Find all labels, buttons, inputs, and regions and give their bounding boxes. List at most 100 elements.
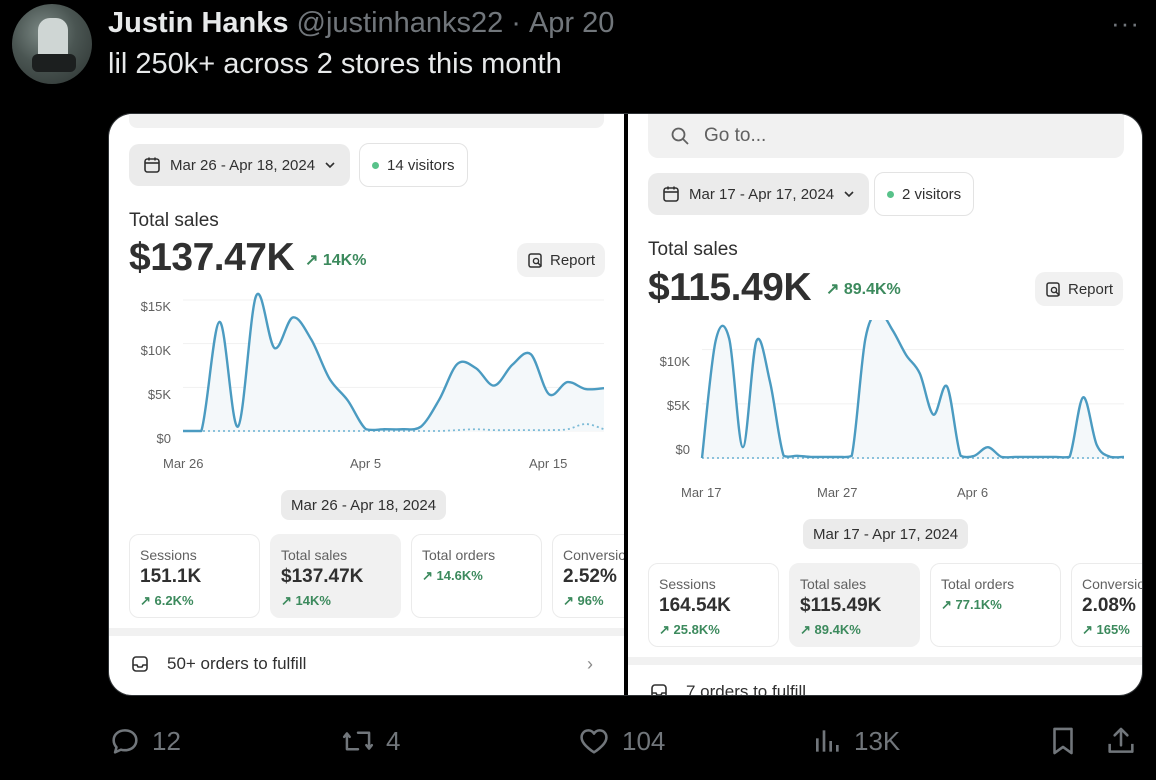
metric-card-sessions[interactable]: Sessions 151.1K ↗ 6.2K%: [129, 534, 260, 618]
repost-button[interactable]: 4: [340, 724, 400, 758]
bar-chart-icon: [816, 730, 839, 752]
metric-change: ↗ 14.6K%: [422, 568, 531, 584]
tweet-text: lil 250k+ across 2 stores this month: [108, 48, 562, 80]
store-panel-1: Mar 26 - Apr 18, 2024 14 visitors Total …: [109, 114, 624, 695]
report-button[interactable]: Report: [1035, 272, 1124, 306]
sales-line-chart[interactable]: [179, 290, 609, 450]
arrow-up-right-icon: ↗: [941, 597, 952, 612]
metric-change-value: 14.6K%: [436, 568, 483, 583]
bookmark-button[interactable]: [1046, 724, 1080, 758]
section-divider: [109, 628, 624, 636]
metric-card-conversion[interactable]: Conversion 2.08% ↗ 165%: [1071, 563, 1142, 647]
metric-change: ↗ 14K%: [281, 593, 390, 609]
arrow-up-right-icon: ↗: [659, 622, 670, 637]
like-count: 104: [622, 725, 666, 756]
y-tick: $5K: [147, 387, 171, 402]
date-range-label: Mar 26 - Apr 18, 2024: [170, 156, 316, 174]
repost-count: 4: [386, 725, 401, 756]
x-tick: Apr 5: [350, 456, 382, 471]
search-icon: [671, 127, 689, 145]
metric-change-value: 165%: [1096, 622, 1130, 637]
arrow-up-right-icon: ↗: [826, 281, 840, 298]
x-tick: Mar 27: [817, 485, 858, 500]
arrow-up-right-icon: ↗: [422, 568, 433, 583]
metric-change: ↗ 89.4K%: [800, 622, 909, 638]
metric-value: 2.52%: [563, 566, 617, 587]
metric-value: 164.54K: [659, 595, 731, 616]
date-range-label: Mar 17 - Apr 17, 2024: [689, 185, 835, 203]
share-button[interactable]: [1104, 724, 1138, 758]
calendar-icon: [663, 186, 679, 202]
views-button[interactable]: 13K: [812, 724, 900, 758]
total-sales-change: ↗ 14K%: [305, 250, 366, 270]
metric-card-conversion[interactable]: Conversion 2.52% ↗ 96%: [552, 534, 624, 618]
total-sales-value: $115.49K: [648, 266, 812, 309]
series-area: [702, 320, 1124, 458]
fulfill-label: 50+ orders to fulfill: [167, 654, 307, 673]
chevron-down-icon: [325, 162, 335, 169]
like-button[interactable]: 104: [576, 724, 665, 758]
orders-to-fulfill-row[interactable]: 7 orders to fulfill: [650, 682, 806, 695]
arrow-up-right-icon: ↗: [800, 622, 811, 637]
metric-value: 151.1K: [140, 566, 202, 587]
heart-icon: [580, 729, 608, 754]
metric-value: 2.08%: [1082, 595, 1136, 616]
reply-icon: [112, 729, 138, 754]
sales-series-line: [182, 292, 605, 433]
metric-change-value: 14K%: [295, 593, 331, 608]
report-icon: [528, 252, 543, 268]
chart-range-pill: Mar 26 - Apr 18, 2024: [281, 490, 447, 520]
date-range-button[interactable]: Mar 17 - Apr 17, 2024: [648, 173, 870, 215]
metric-label: Sessions: [659, 576, 716, 592]
search-input[interactable]: Go to...: [648, 114, 1124, 158]
metric-label: Conversion: [1082, 576, 1142, 592]
metric-change: ↗ 25.8K%: [659, 622, 768, 638]
date-range-button[interactable]: Mar 26 - Apr 18, 2024: [129, 144, 351, 186]
metric-change-value: 96%: [577, 593, 604, 608]
reply-count: 12: [152, 725, 181, 756]
arrow-up-right-icon: ↗: [563, 593, 574, 608]
tweet-media[interactable]: Mar 26 - Apr 18, 2024 14 visitors Total …: [108, 113, 1143, 696]
metric-card-total-sales[interactable]: Total sales $115.49K ↗ 89.4K%: [789, 563, 920, 647]
metric-change: ↗ 6.2K%: [140, 593, 249, 609]
metric-change-value: 77.1K%: [955, 597, 1002, 612]
metric-card-total-orders[interactable]: Total orders ↗ 77.1K%: [930, 563, 1061, 647]
orders-to-fulfill-row[interactable]: 50+ orders to fulfill: [131, 654, 306, 674]
x-tick: Apr 6: [957, 485, 989, 500]
y-tick: $0: [156, 431, 171, 446]
metric-card-total-orders[interactable]: Total orders ↗ 14.6K%: [411, 534, 542, 618]
metric-label: Total sales: [800, 576, 867, 592]
metric-change: ↗ 77.1K%: [941, 597, 1050, 613]
metric-value: $137.47K: [281, 566, 364, 587]
live-dot-icon: [887, 190, 894, 198]
avatar[interactable]: [12, 4, 92, 84]
arrow-up-right-icon: ↗: [140, 593, 151, 608]
chart-range-pill: Mar 17 - Apr 17, 2024: [803, 519, 969, 549]
author-name[interactable]: Justin Hanks: [108, 6, 289, 39]
report-button[interactable]: Report: [517, 243, 606, 277]
metric-label: Conversion: [563, 547, 624, 563]
separator: ·: [511, 6, 521, 39]
search-placeholder: Go to...: [704, 125, 767, 146]
arrow-up-right-icon: ↗: [281, 593, 292, 608]
metric-card-total-sales[interactable]: Total sales $137.47K ↗ 14K%: [270, 534, 401, 618]
author-handle[interactable]: @justinhanks22: [296, 6, 504, 39]
live-dot-icon: [372, 161, 379, 169]
repost-icon: [342, 731, 374, 751]
metric-card-sessions[interactable]: Sessions 164.54K ↗ 25.8K%: [648, 563, 779, 647]
visitors-badge[interactable]: 2 visitors: [874, 172, 975, 216]
bookmark-icon: [1053, 727, 1073, 755]
x-tick: Mar 26: [163, 456, 204, 471]
more-options-icon[interactable]: ···: [1111, 8, 1140, 38]
sales-line-chart[interactable]: [698, 320, 1130, 480]
total-sales-change-value: 89.4K%: [843, 281, 901, 298]
calendar-icon: [144, 157, 160, 173]
visitors-badge[interactable]: 14 visitors: [359, 143, 468, 187]
inbox-icon: [132, 656, 148, 672]
section-divider: [628, 657, 1142, 665]
tweet-date[interactable]: Apr 20: [528, 6, 615, 39]
metric-label: Total orders: [941, 576, 1015, 592]
metric-value: $115.49K: [800, 595, 882, 616]
reply-button[interactable]: 12: [108, 724, 181, 758]
metric-label: Sessions: [140, 547, 197, 563]
